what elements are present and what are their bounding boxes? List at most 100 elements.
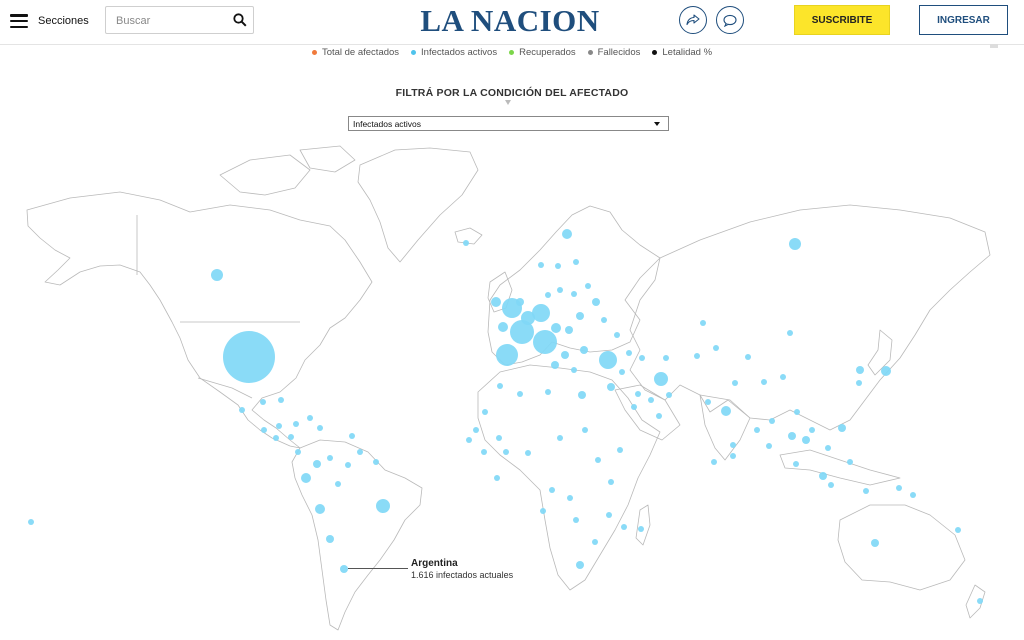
country-bubble[interactable] [745,354,751,360]
country-bubble[interactable] [631,404,637,410]
country-bubble[interactable] [516,298,524,306]
country-bubble[interactable] [614,332,620,338]
country-bubble[interactable] [497,383,503,389]
country-bubble[interactable] [607,383,615,391]
country-bubble[interactable] [551,323,561,333]
country-bubble[interactable] [711,459,717,465]
country-bubble[interactable] [28,519,34,525]
country-bubble[interactable] [789,238,801,250]
search-icon[interactable] [233,13,247,27]
country-bubble[interactable] [565,326,573,334]
country-bubble[interactable] [239,407,245,413]
comments-button[interactable] [716,6,744,34]
country-bubble[interactable] [293,421,299,427]
country-bubble[interactable] [663,355,669,361]
legend-item[interactable]: Infectados activos [411,47,497,58]
country-bubble[interactable] [621,524,627,530]
country-bubble[interactable] [335,481,341,487]
country-bubble[interactable] [761,379,767,385]
search-input[interactable] [114,11,228,31]
country-bubble[interactable] [713,345,719,351]
country-bubble[interactable] [496,344,518,366]
country-bubble[interactable] [601,317,607,323]
country-bubble[interactable] [503,449,509,455]
country-bubble[interactable] [730,453,736,459]
country-bubble[interactable] [626,350,632,356]
country-bubble[interactable] [694,353,700,359]
country-bubble[interactable] [635,391,641,397]
country-bubble[interactable] [525,450,531,456]
country-bubble[interactable] [571,367,577,373]
sections-menu-button[interactable]: Secciones [10,9,89,33]
country-bubble[interactable] [510,320,534,344]
country-bubble[interactable] [349,433,355,439]
country-bubble[interactable] [838,424,846,432]
country-bubble[interactable] [482,409,488,415]
country-bubble[interactable] [327,455,333,461]
country-bubble[interactable] [856,380,862,386]
country-bubble[interactable] [491,297,501,307]
country-bubble[interactable] [754,427,760,433]
condition-select[interactable]: Infectados activos [348,116,669,131]
country-bubble[interactable] [463,240,469,246]
country-bubble[interactable] [606,512,612,518]
country-bubble[interactable] [819,472,827,480]
country-bubble[interactable] [582,427,588,433]
country-bubble[interactable] [648,397,654,403]
country-bubble[interactable] [288,434,294,440]
country-bubble[interactable] [955,527,961,533]
country-bubble[interactable] [599,351,617,369]
country-bubble[interactable] [473,427,479,433]
country-bubble[interactable] [571,291,577,297]
country-bubble[interactable] [345,462,351,468]
country-bubble[interactable] [261,427,267,433]
country-bubble[interactable] [315,504,325,514]
country-bubble[interactable] [561,351,569,359]
country-bubble[interactable] [567,495,573,501]
country-bubble[interactable] [802,436,810,444]
legend-item[interactable]: Total de afectados [311,47,399,58]
country-bubble[interactable] [551,361,559,369]
country-bubble[interactable] [573,259,579,265]
country-bubble[interactable] [498,322,508,332]
country-bubble[interactable] [373,459,379,465]
country-bubble[interactable] [557,287,563,293]
country-bubble[interactable] [881,366,891,376]
country-bubble[interactable] [273,435,279,441]
legend-item[interactable]: Fallecidos [587,47,640,58]
country-bubble[interactable] [576,561,584,569]
country-bubble[interactable] [260,399,266,405]
country-bubble[interactable] [639,355,645,361]
country-bubble[interactable] [223,331,275,383]
country-bubble[interactable] [532,304,550,322]
country-bubble[interactable] [809,427,815,433]
country-bubble[interactable] [376,499,390,513]
country-bubble[interactable] [595,457,601,463]
country-bubble[interactable] [825,445,831,451]
share-button[interactable] [679,6,707,34]
country-bubble[interactable] [619,369,625,375]
country-bubble[interactable] [793,461,799,467]
country-bubble[interactable] [494,475,500,481]
country-bubble[interactable] [654,372,668,386]
country-bubble[interactable] [617,447,623,453]
country-bubble[interactable] [721,406,731,416]
country-bubble[interactable] [576,312,584,320]
country-bubble[interactable] [211,269,223,281]
country-bubble[interactable] [871,539,879,547]
site-logo[interactable]: LA NACION [420,3,600,38]
subscribe-button[interactable]: SUSCRIBITE [794,5,890,35]
country-bubble[interactable] [521,311,535,325]
country-bubble[interactable] [357,449,363,455]
country-bubble[interactable] [977,598,983,604]
country-bubble[interactable] [326,535,334,543]
login-button[interactable]: INGRESAR [919,5,1008,35]
country-bubble[interactable] [828,482,834,488]
country-bubble[interactable] [276,423,282,429]
country-bubble[interactable] [700,320,706,326]
country-bubble[interactable] [555,263,561,269]
country-bubble[interactable] [794,409,800,415]
country-bubble[interactable] [301,473,311,483]
country-bubble[interactable] [295,449,301,455]
country-bubble[interactable] [766,443,772,449]
